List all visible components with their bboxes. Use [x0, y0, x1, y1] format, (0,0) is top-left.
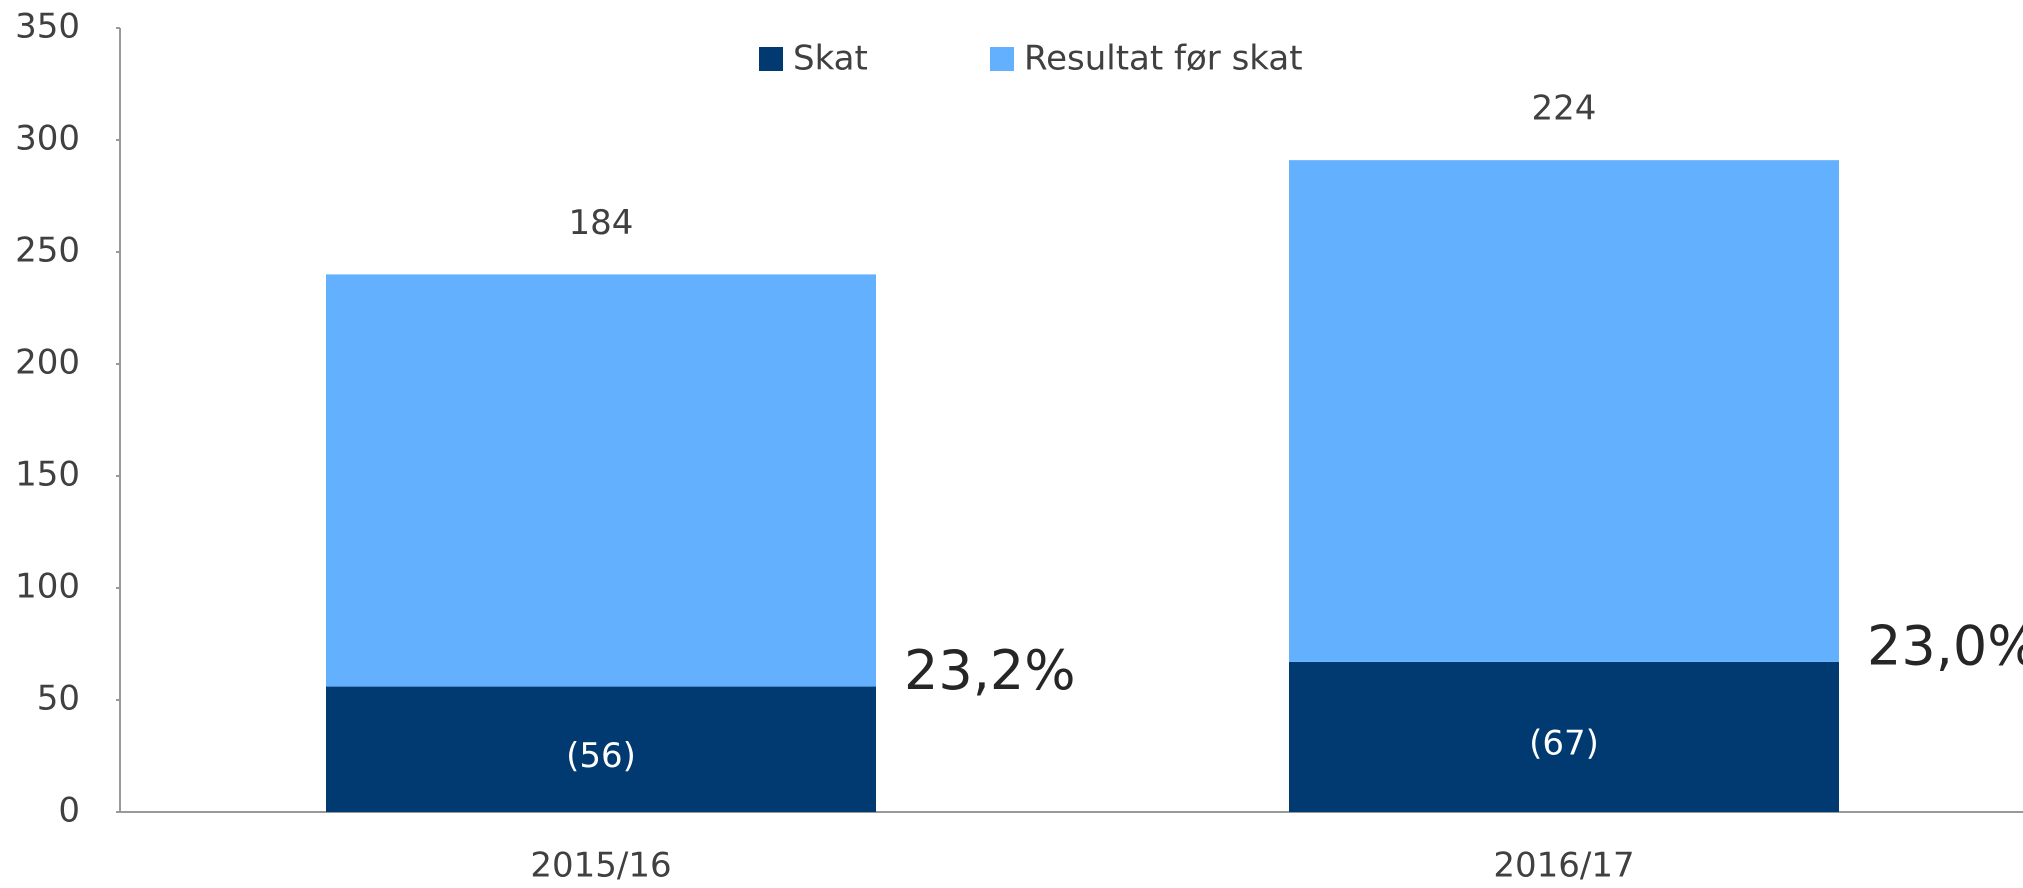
data-label: 184	[569, 203, 634, 243]
data-label: (56)	[566, 736, 636, 776]
y-tick-label: 300	[15, 119, 80, 159]
x-tick-label: 2016/17	[1493, 846, 1634, 886]
bar-segment	[326, 686, 876, 812]
y-tick-label: 100	[15, 567, 80, 607]
annotation: 23,2%	[904, 639, 1076, 702]
legend-swatch	[759, 47, 783, 71]
x-tick-label: 2015/16	[530, 846, 671, 886]
legend-label: Skat	[793, 39, 868, 79]
y-tick-label: 200	[15, 343, 80, 383]
bar-segment	[1289, 661, 1839, 812]
data-label: 224	[1532, 89, 1597, 129]
y-tick-label: 0	[58, 791, 80, 831]
y-tick-label: 350	[15, 7, 80, 47]
data-label: (67)	[1529, 723, 1599, 763]
bar-segment	[1289, 160, 1839, 662]
y-tick-label: 50	[37, 679, 80, 719]
bar-segment	[326, 274, 876, 687]
y-tick-label: 150	[15, 455, 80, 495]
annotation: 23,0%	[1867, 615, 2023, 678]
legend-label: Resultat før skat	[1024, 39, 1303, 79]
legend-swatch	[990, 47, 1014, 71]
y-tick-label: 250	[15, 231, 80, 271]
